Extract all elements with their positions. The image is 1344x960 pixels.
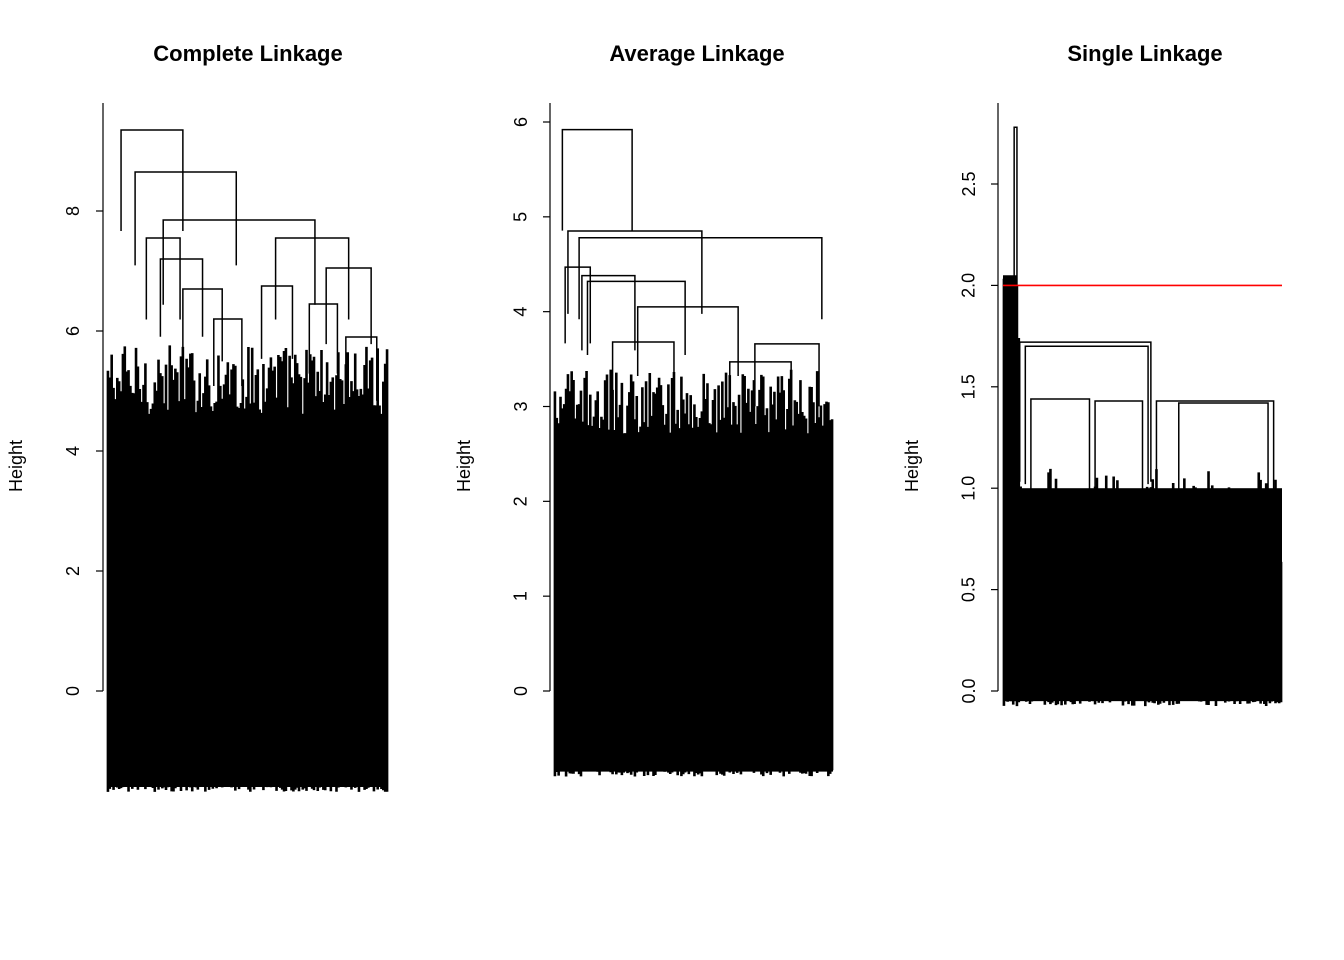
merge-bracket bbox=[564, 266, 592, 344]
chart-title: Single Linkage bbox=[1067, 41, 1222, 66]
merge-bracket bbox=[581, 274, 636, 351]
y-tick-label: 1 bbox=[511, 591, 531, 601]
merge-bracket bbox=[561, 128, 633, 231]
merge-bracket bbox=[1024, 345, 1149, 485]
merge-bracket bbox=[182, 288, 223, 362]
y-axis: 0 1 2 3 4 5 6 bbox=[511, 103, 551, 696]
branch-mass bbox=[1003, 275, 1017, 702]
merge-bracket bbox=[1178, 402, 1269, 519]
y-tick-label: 2 bbox=[511, 496, 531, 506]
merge-bracket bbox=[1155, 400, 1275, 517]
dendrogram-tree bbox=[1002, 126, 1283, 707]
y-tick-label: 0 bbox=[63, 686, 83, 696]
merge-bracket bbox=[120, 129, 184, 231]
y-axis: 0.0 0.5 1.0 1.5 2.0 2.5 bbox=[959, 103, 999, 704]
merge-bracket bbox=[159, 258, 204, 337]
merge-bracket bbox=[274, 237, 350, 320]
y-tick-label: 1.5 bbox=[959, 374, 979, 399]
y-tick-label: 4 bbox=[63, 446, 83, 456]
merge-bracket bbox=[611, 341, 675, 405]
y-tick-label: 0 bbox=[511, 686, 531, 696]
merge-bracket bbox=[578, 236, 823, 320]
merge-bracket bbox=[1018, 341, 1152, 482]
merge-bracket bbox=[308, 303, 339, 374]
y-axis: 0 2 4 6 8 bbox=[63, 103, 104, 696]
branch-mass bbox=[554, 454, 833, 772]
y-tick-label: 6 bbox=[511, 117, 531, 127]
merge-bracket bbox=[729, 361, 792, 422]
y-tick-label: 6 bbox=[63, 326, 83, 336]
complete-linkage-panel: Complete Linkage Height 0 2 4 6 8 bbox=[6, 41, 389, 792]
y-axis-label: Height bbox=[902, 440, 922, 492]
average-linkage-panel: Average Linkage Height 0 1 2 3 4 5 6 bbox=[454, 41, 834, 777]
y-tick-label: 3 bbox=[511, 401, 531, 411]
merge-bracket bbox=[754, 343, 820, 407]
y-tick-label: 8 bbox=[63, 206, 83, 216]
chart-title: Average Linkage bbox=[609, 41, 784, 66]
y-tick-label: 0.5 bbox=[959, 577, 979, 602]
branch-mass bbox=[107, 436, 388, 787]
single-linkage-panel: Single Linkage Height 0.0 0.5 1.0 1.5 2.0 2.5 bbox=[902, 41, 1283, 707]
merge-bracket bbox=[162, 219, 316, 305]
merge-bracket bbox=[1030, 398, 1091, 516]
y-axis-label: Height bbox=[454, 440, 474, 492]
y-axis-label: Height bbox=[6, 440, 26, 492]
branch-mass bbox=[1003, 488, 1282, 702]
dendrogram-tree bbox=[553, 128, 834, 777]
merge-bracket bbox=[567, 230, 703, 314]
merge-bracket bbox=[586, 280, 686, 356]
merge-bracket bbox=[134, 171, 238, 266]
y-tick-label: 4 bbox=[511, 307, 531, 317]
y-tick-label: 2.0 bbox=[959, 273, 979, 298]
y-tick-label: 0.0 bbox=[959, 678, 979, 703]
chart-title: Complete Linkage bbox=[153, 41, 342, 66]
merge-bracket bbox=[260, 285, 294, 359]
merge-bracket bbox=[325, 267, 372, 345]
merge-bracket bbox=[1094, 400, 1144, 517]
y-tick-label: 2.5 bbox=[959, 171, 979, 196]
y-tick-label: 5 bbox=[511, 212, 531, 222]
merge-bracket bbox=[1013, 126, 1018, 353]
merge-bracket bbox=[213, 318, 243, 386]
dendrogram-tree bbox=[106, 129, 389, 792]
merge-bracket bbox=[345, 336, 378, 401]
y-tick-label: 2 bbox=[63, 566, 83, 576]
merge-bracket bbox=[145, 237, 181, 320]
y-tick-label: 1.0 bbox=[959, 476, 979, 501]
